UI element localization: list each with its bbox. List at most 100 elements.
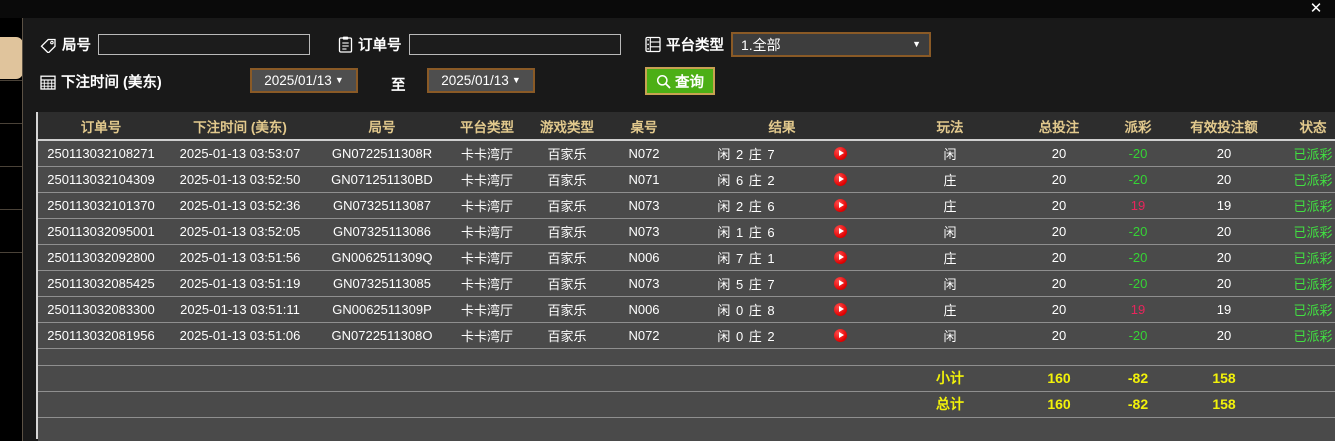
play-icon[interactable] [833, 146, 847, 160]
table-body: 250113032108271 2025-01-13 03:53:07 GN0722… [38, 140, 1335, 441]
spacer-cell [1102, 348, 1174, 366]
cell-total-bet: 20 [1016, 166, 1102, 193]
table-row[interactable]: 250113032104309 2025-01-13 03:52:50 GN0712… [38, 166, 1335, 193]
cell-play-type: 闲 [884, 140, 1016, 167]
play-icon[interactable] [833, 224, 847, 238]
table-row[interactable]: 250113032083300 2025-01-13 03:51:11 GN0062… [38, 296, 1335, 323]
cell-game-type: 百家乐 [526, 218, 608, 245]
list-icon [645, 36, 661, 53]
order-no-input[interactable] [408, 34, 621, 55]
col-game-type[interactable]: 游戏类型 [526, 112, 608, 141]
table-row[interactable]: 250113032092800 2025-01-13 03:51:56 GN0062… [38, 244, 1335, 271]
col-round-no[interactable]: 局号 [316, 112, 448, 141]
grandtotal-row-total-bet: 160 [1016, 391, 1102, 418]
play-icon[interactable] [833, 172, 847, 186]
cell-play-type: 庄 [884, 166, 1016, 193]
cell-game-type: 百家乐 [526, 192, 608, 219]
cell-game-type: 百家乐 [526, 166, 608, 193]
col-total-bet[interactable]: 总投注 [1016, 112, 1102, 141]
cell-payout: 19 [1102, 192, 1174, 219]
cell-table-no: N073 [608, 218, 680, 245]
cell-play-type: 闲 [884, 270, 1016, 297]
platform-type-select[interactable]: 1.全部 ▼ [731, 32, 931, 57]
play-icon[interactable] [833, 198, 847, 212]
trailing-cell [608, 417, 680, 441]
result-text: 闲 2 庄 7 [717, 146, 776, 162]
col-platform[interactable]: 平台类型 [448, 112, 526, 141]
col-play-type[interactable]: 玩法 [884, 112, 1016, 141]
play-icon[interactable] [833, 250, 847, 264]
summary-empty-cell [38, 365, 164, 392]
date-from-value: 2025/01/13 [264, 73, 332, 88]
play-icon[interactable] [833, 328, 847, 342]
search-button[interactable]: 查询 [645, 67, 715, 95]
cell-table-no: N071 [608, 166, 680, 193]
spacer-cell [316, 348, 448, 366]
date-from-picker[interactable]: 2025/01/13 ▼ [250, 68, 358, 93]
search-icon [656, 74, 671, 89]
cell-platform: 卡卡湾厅 [448, 322, 526, 349]
cell-platform: 卡卡湾厅 [448, 270, 526, 297]
col-bet-time[interactable]: 下注时间 (美东) [164, 112, 316, 141]
platform-type-value: 1.全部 [741, 36, 781, 53]
trailing-cell [164, 417, 316, 441]
grandtotal-row-payout: -82 [1102, 391, 1174, 418]
cell-payout: -20 [1102, 140, 1174, 167]
result-text: 闲 2 庄 6 [717, 198, 776, 214]
date-to-picker[interactable]: 2025/01/13 ▼ [427, 68, 535, 93]
cell-platform: 卡卡湾厅 [448, 218, 526, 245]
col-table-no[interactable]: 桌号 [608, 112, 680, 141]
table-row[interactable]: 250113032081956 2025-01-13 03:51:06 GN0722… [38, 322, 1335, 349]
result-text: 闲 5 庄 7 [717, 276, 776, 292]
cell-result: 闲 0 庄 8 [680, 296, 884, 323]
play-icon[interactable] [833, 276, 847, 290]
cell-game-type: 百家乐 [526, 140, 608, 167]
cell-round-no: GN0722511308R [316, 140, 448, 167]
play-icon[interactable] [833, 302, 847, 316]
col-result[interactable]: 结果 [680, 112, 884, 141]
cell-order-no: 250113032108271 [38, 140, 164, 167]
tag-icon [40, 37, 57, 53]
cell-platform: 卡卡湾厅 [448, 192, 526, 219]
cell-platform: 卡卡湾厅 [448, 140, 526, 167]
table-row[interactable]: 250113032101370 2025-01-13 03:52:36 GN0732… [38, 192, 1335, 219]
subtotal-row-valid-bet: 158 [1174, 365, 1274, 392]
cell-order-no: 250113032085425 [38, 270, 164, 297]
rail-divider [0, 252, 22, 253]
table-row[interactable]: 250113032095001 2025-01-13 03:52:05 GN0732… [38, 218, 1335, 245]
result-text: 闲 1 庄 6 [717, 224, 776, 240]
spacer-cell [1274, 348, 1335, 366]
cell-payout: -20 [1102, 218, 1174, 245]
summary-empty-cell [164, 391, 316, 418]
cell-result: 闲 0 庄 2 [680, 322, 884, 349]
grandtotal-row-label: 总计 [884, 391, 1016, 418]
trailing-cell [1174, 417, 1274, 441]
close-icon[interactable]: ✕ [1309, 0, 1323, 17]
round-no-input[interactable] [98, 34, 310, 55]
filter-toolbar: 局号 订单号 [23, 18, 1335, 112]
spacer-row [38, 348, 1335, 366]
rail-edge [22, 18, 23, 441]
cell-valid-bet: 20 [1174, 322, 1274, 349]
subtotal-row: 小计 160 -82 158 [38, 365, 1335, 392]
cell-platform: 卡卡湾厅 [448, 166, 526, 193]
col-order-no[interactable]: 订单号 [38, 112, 164, 141]
table-row[interactable]: 250113032108271 2025-01-13 03:53:07 GN0722… [38, 140, 1335, 167]
col-valid-bet[interactable]: 有效投注额 [1174, 112, 1274, 141]
col-status[interactable]: 状态 [1274, 112, 1335, 141]
calendar-icon [40, 74, 56, 90]
cell-table-no: N073 [608, 270, 680, 297]
cell-play-type: 闲 [884, 218, 1016, 245]
spacer-cell [608, 348, 680, 366]
rail-divider [0, 166, 22, 167]
platform-type-label: 平台类型 [666, 38, 724, 54]
cell-order-no: 250113032092800 [38, 244, 164, 271]
rail-active-tab[interactable] [0, 37, 23, 79]
bet-time-label: 下注时间 (美东) [61, 75, 162, 91]
table-row[interactable]: 250113032085425 2025-01-13 03:51:19 GN0732… [38, 270, 1335, 297]
cell-order-no: 250113032104309 [38, 166, 164, 193]
content-panel: 局号 订单号 [23, 18, 1335, 441]
col-payout[interactable]: 派彩 [1102, 112, 1174, 141]
cell-bet-time: 2025-01-13 03:51:19 [164, 270, 316, 297]
